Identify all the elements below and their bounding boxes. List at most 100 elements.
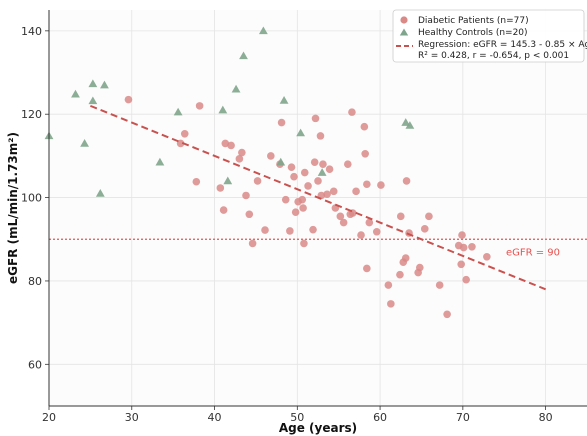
data-point-diabetic xyxy=(468,242,476,251)
data-point-diabetic xyxy=(304,182,312,190)
data-point-diabetic xyxy=(352,187,360,196)
data-point-diabetic xyxy=(323,190,331,199)
x-tick-label: 60 xyxy=(373,411,387,424)
legend-label-regression: Regression: eGFR = 145.3 - 0.85 × Age xyxy=(418,40,587,50)
x-tick-label: 20 xyxy=(42,411,56,424)
legend: Diabetic Patients (n=77) Healthy Control… xyxy=(392,9,587,63)
y-axis-label: eGFR (mL/min/1.73m²) xyxy=(6,132,20,284)
data-point-diabetic xyxy=(310,158,319,166)
regression-line xyxy=(90,104,546,291)
legend-box xyxy=(392,9,585,63)
data-point-diabetic xyxy=(235,155,244,163)
data-point-diabetic xyxy=(291,208,300,216)
reference-line-group: eGFR = 90 xyxy=(49,238,587,258)
data-point-diabetic xyxy=(425,212,433,221)
reference-line-label: eGFR = 90 xyxy=(506,247,560,258)
data-point-diabetic xyxy=(416,263,424,272)
data-points xyxy=(44,26,491,319)
y-tick-label: 60 xyxy=(28,358,42,371)
data-point-diabetic xyxy=(300,239,308,248)
data-point-diabetic xyxy=(299,204,307,212)
data-point-healthy xyxy=(405,121,415,129)
data-point-diabetic xyxy=(227,141,235,150)
data-point-healthy xyxy=(88,96,98,105)
data-point-healthy xyxy=(276,157,286,166)
data-point-diabetic xyxy=(242,191,250,200)
data-point-diabetic xyxy=(281,195,290,204)
y-tick-label: 80 xyxy=(28,275,42,288)
axes: 20 30 40 50 60 70 80 60 80 100 120 140 xyxy=(21,10,587,424)
data-point-healthy xyxy=(401,118,411,126)
legend-marker-diabetic xyxy=(400,16,408,24)
data-point-diabetic xyxy=(286,227,294,235)
data-point-diabetic xyxy=(457,260,465,269)
data-point-healthy xyxy=(100,80,109,89)
data-point-diabetic xyxy=(253,177,262,185)
data-point-diabetic xyxy=(298,195,307,204)
data-point-diabetic xyxy=(387,300,395,308)
data-point-diabetic xyxy=(343,160,352,169)
legend-label-regression-stats: R² = 0.428, r = -0.654, p < 0.001 xyxy=(418,51,569,61)
data-point-diabetic xyxy=(363,180,371,189)
data-point-diabetic xyxy=(287,163,296,171)
data-point-diabetic xyxy=(329,187,338,196)
data-point-diabetic xyxy=(377,181,385,189)
data-point-diabetic xyxy=(363,264,371,273)
data-point-diabetic xyxy=(346,210,355,219)
data-point-healthy xyxy=(80,138,89,147)
data-point-healthy xyxy=(231,84,241,93)
data-point-healthy xyxy=(173,107,183,116)
x-axis-label: Age (years) xyxy=(279,421,357,435)
data-point-diabetic xyxy=(357,231,365,239)
data-point-diabetic xyxy=(314,177,322,185)
data-point-diabetic xyxy=(483,252,491,261)
data-point-diabetic xyxy=(300,168,309,177)
data-point-diabetic xyxy=(180,130,189,138)
data-point-healthy xyxy=(223,176,233,185)
data-point-diabetic xyxy=(336,212,345,221)
data-point-healthy xyxy=(239,51,248,60)
data-point-diabetic xyxy=(238,148,246,157)
data-point-diabetic xyxy=(248,239,257,248)
data-point-diabetic xyxy=(401,254,410,262)
data-point-diabetic xyxy=(462,275,470,284)
data-point-diabetic xyxy=(311,114,320,123)
data-point-healthy xyxy=(317,168,327,176)
data-point-diabetic xyxy=(319,160,327,169)
x-tick-label: 50 xyxy=(290,411,304,424)
data-point-diabetic xyxy=(396,212,405,221)
data-point-diabetic xyxy=(176,139,185,148)
y-tick-label: 120 xyxy=(21,108,42,121)
data-point-diabetic xyxy=(309,225,317,234)
data-point-healthy xyxy=(258,26,268,35)
data-point-diabetic xyxy=(290,172,298,181)
data-point-diabetic xyxy=(124,95,133,104)
data-point-diabetic xyxy=(459,243,468,252)
data-point-diabetic xyxy=(361,150,369,158)
data-point-diabetic xyxy=(360,122,369,131)
grid-lines xyxy=(48,10,587,406)
legend-label-healthy: Healthy Controls (n=20) xyxy=(418,28,528,38)
data-point-diabetic xyxy=(245,210,254,219)
data-point-diabetic xyxy=(348,108,356,116)
data-point-diabetic xyxy=(267,152,275,160)
data-point-diabetic xyxy=(384,281,393,289)
data-point-healthy xyxy=(95,189,105,197)
data-point-diabetic xyxy=(195,102,204,110)
data-point-healthy xyxy=(218,105,228,114)
data-point-diabetic xyxy=(402,177,411,185)
data-point-diabetic xyxy=(219,206,228,214)
x-tick-label: 40 xyxy=(208,411,222,424)
data-point-healthy xyxy=(88,79,98,88)
data-point-healthy xyxy=(279,96,289,104)
plot-area xyxy=(49,10,587,406)
x-tick-label: 30 xyxy=(125,411,139,424)
data-point-diabetic xyxy=(277,118,286,127)
legend-label-diabetic: Diabetic Patients (n=77) xyxy=(418,16,529,26)
x-tick-label: 70 xyxy=(456,411,470,424)
data-point-diabetic xyxy=(316,132,325,140)
data-point-diabetic xyxy=(192,177,201,186)
data-point-diabetic xyxy=(396,270,404,279)
y-tick-label: 140 xyxy=(21,25,42,38)
